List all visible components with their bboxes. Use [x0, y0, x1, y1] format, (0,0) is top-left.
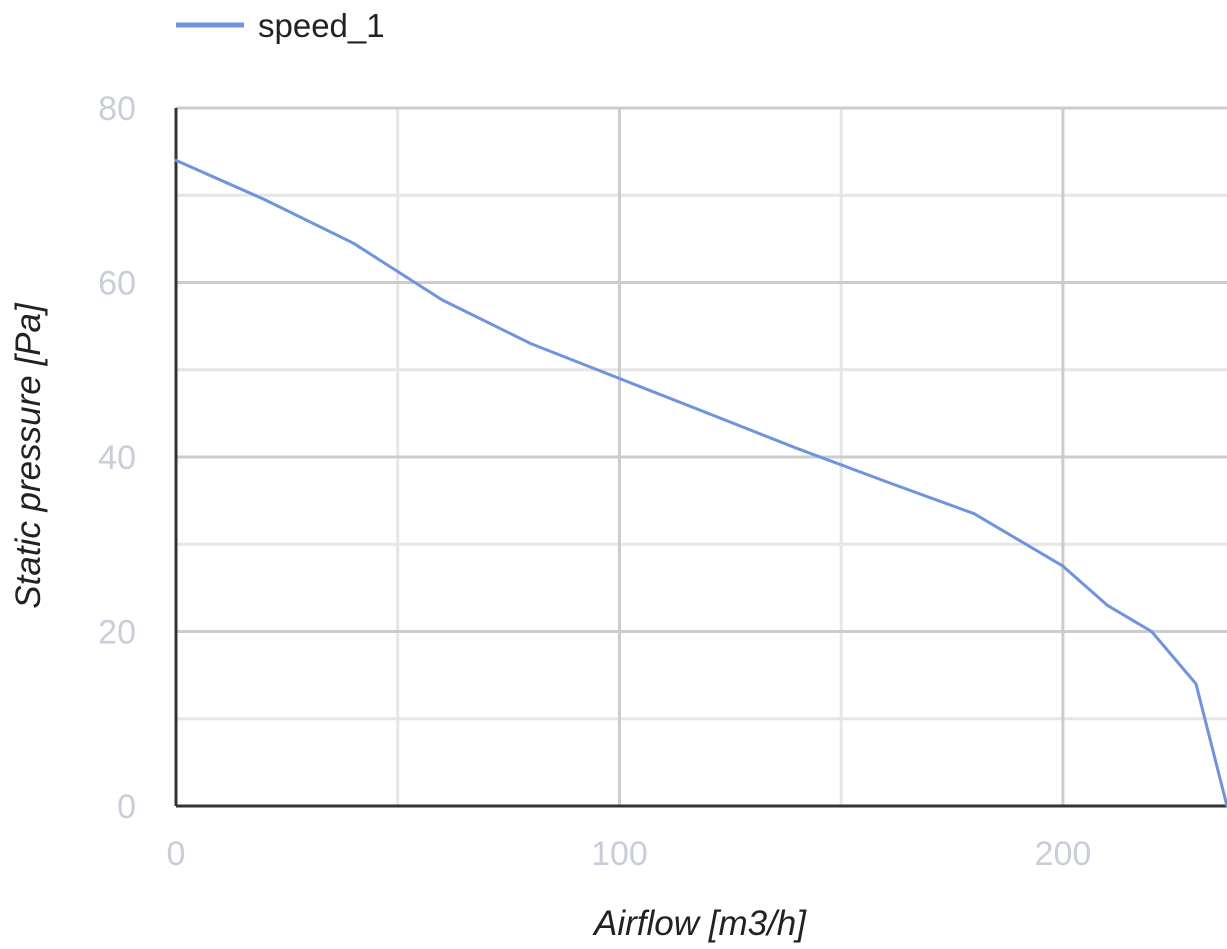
y-tick-label: 60: [98, 265, 136, 303]
grid: [176, 106, 1227, 806]
y-tick-label: 80: [98, 90, 136, 128]
x-tick-label: 0: [167, 835, 186, 873]
y-tick-label: 0: [117, 788, 136, 826]
axes: [174, 108, 1227, 808]
series-layer: [174, 158, 1227, 808]
x-tick-label: 200: [1035, 835, 1092, 873]
x-tick-labels: 0 100 200: [167, 835, 1092, 873]
legend-label-speed-1: speed_1: [258, 7, 385, 44]
series-line-speed-1: [174, 158, 1227, 808]
x-axis-title: Airflow [m3/h]: [592, 904, 807, 943]
y-tick-labels: 0 20 40 60 80: [98, 90, 136, 826]
y-tick-label: 40: [98, 439, 136, 477]
legend: speed_1: [176, 7, 385, 44]
y-tick-label: 20: [98, 614, 136, 652]
x-tick-label: 100: [591, 835, 648, 873]
y-axis-title: Static pressure [Pa]: [9, 302, 48, 609]
